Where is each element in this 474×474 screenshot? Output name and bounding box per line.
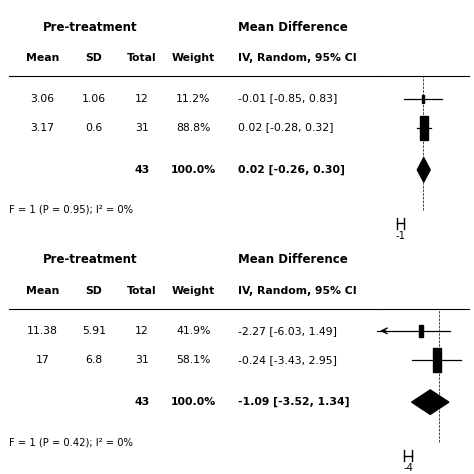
Text: F = 1 (P = 0.95); I² = 0%: F = 1 (P = 0.95); I² = 0% [9, 205, 134, 215]
Text: Mean: Mean [26, 286, 59, 296]
Text: -2.27 [-6.03, 1.49]: -2.27 [-6.03, 1.49] [237, 326, 337, 336]
Text: 11.2%: 11.2% [176, 93, 210, 104]
Polygon shape [417, 158, 430, 182]
FancyBboxPatch shape [419, 325, 423, 337]
Text: 0.6: 0.6 [85, 123, 103, 133]
Text: 5.91: 5.91 [82, 326, 106, 336]
Text: IV, Random, 95% CI: IV, Random, 95% CI [237, 286, 356, 296]
Text: 88.8%: 88.8% [176, 123, 210, 133]
Text: Total: Total [127, 54, 157, 64]
FancyBboxPatch shape [433, 348, 441, 372]
Text: Mean: Mean [26, 54, 59, 64]
Text: Mean Difference: Mean Difference [237, 253, 347, 266]
Text: 31: 31 [135, 123, 149, 133]
Text: IV, Random, 95% CI: IV, Random, 95% CI [237, 54, 356, 64]
Text: 58.1%: 58.1% [176, 355, 210, 365]
Text: SD: SD [86, 54, 102, 64]
Text: 1.06: 1.06 [82, 93, 106, 104]
FancyBboxPatch shape [419, 116, 428, 139]
Text: Pre-treatment: Pre-treatment [43, 253, 137, 266]
Text: 12: 12 [135, 326, 149, 336]
Text: Total: Total [127, 286, 157, 296]
Text: 41.9%: 41.9% [176, 326, 210, 336]
Text: 31: 31 [135, 355, 149, 365]
Text: 100.0%: 100.0% [171, 397, 216, 407]
Text: 11.38: 11.38 [27, 326, 58, 336]
Text: Pre-treatment: Pre-treatment [43, 21, 137, 34]
Text: 6.8: 6.8 [85, 355, 103, 365]
Text: -1: -1 [395, 231, 405, 241]
Text: Weight: Weight [172, 286, 215, 296]
Text: 12: 12 [135, 93, 149, 104]
Text: 0.02 [-0.28, 0.32]: 0.02 [-0.28, 0.32] [237, 123, 333, 133]
Text: Weight: Weight [172, 54, 215, 64]
Text: 43: 43 [134, 397, 149, 407]
Text: -1.09 [-3.52, 1.34]: -1.09 [-3.52, 1.34] [237, 397, 349, 407]
Text: -0.01 [-0.85, 0.83]: -0.01 [-0.85, 0.83] [237, 93, 337, 104]
Text: Mean Difference: Mean Difference [237, 21, 347, 34]
Text: 100.0%: 100.0% [171, 165, 216, 175]
Text: 3.06: 3.06 [30, 93, 55, 104]
Polygon shape [411, 390, 449, 414]
Text: 17: 17 [36, 355, 49, 365]
Text: -0.24 [-3.43, 2.95]: -0.24 [-3.43, 2.95] [237, 355, 337, 365]
Text: F = 1 (P = 0.42); I² = 0%: F = 1 (P = 0.42); I² = 0% [9, 437, 133, 447]
Text: 3.17: 3.17 [31, 123, 55, 133]
Text: SD: SD [86, 286, 102, 296]
FancyBboxPatch shape [422, 95, 424, 102]
Text: 43: 43 [134, 165, 149, 175]
Text: 0.02 [-0.26, 0.30]: 0.02 [-0.26, 0.30] [237, 165, 345, 175]
Text: -4: -4 [403, 464, 413, 474]
